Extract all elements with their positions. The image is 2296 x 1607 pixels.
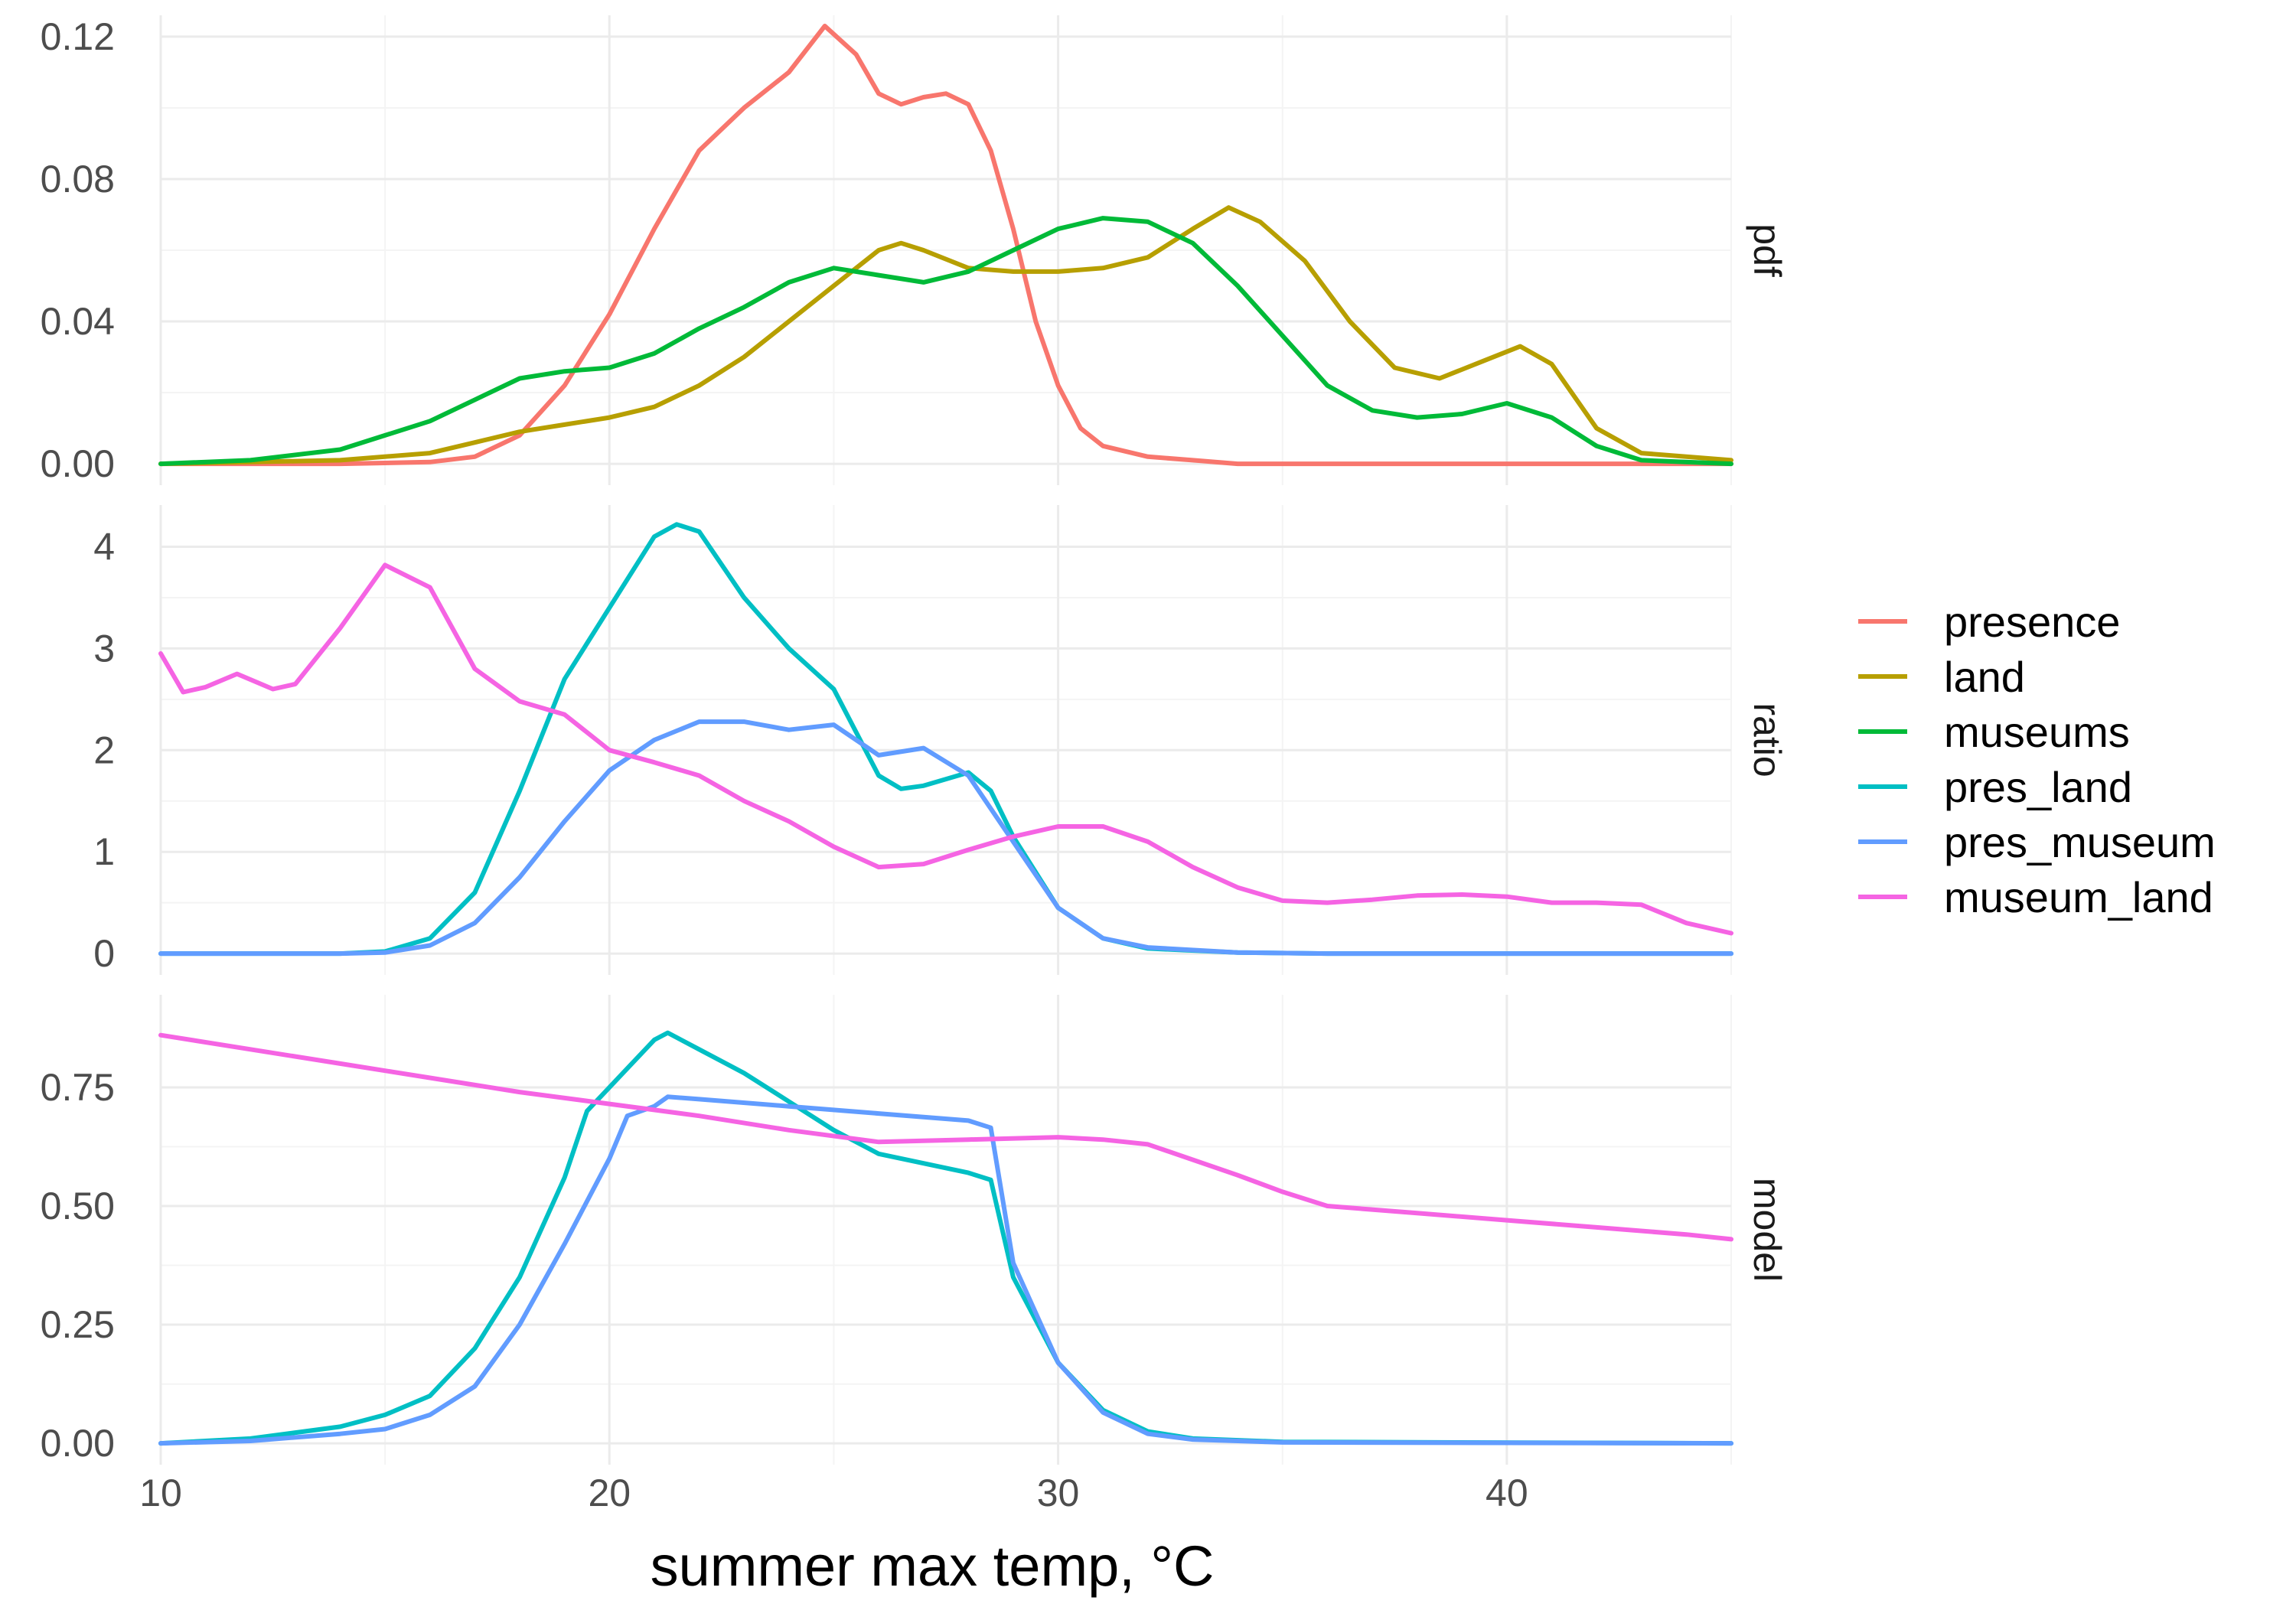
chart-panels: 0.00 0.04 0.08 0.12 pdf 0 1 2 3 4 ratio 0.00 0.25 0.5… — [41, 15, 1789, 1465]
series-line-museum-land — [158, 1032, 1733, 1242]
y-tick-label: 0.08 — [41, 158, 115, 200]
series-line-pres-museum — [158, 1094, 1733, 1446]
facet-strip-label: pdf — [1746, 223, 1789, 277]
y-tick-label: 1 — [93, 830, 115, 873]
y-tick-label: 0.75 — [41, 1066, 115, 1109]
series-line-pres-land — [158, 1030, 1733, 1446]
y-tick-label: 0.04 — [41, 300, 115, 343]
legend-label: land — [1944, 653, 2025, 701]
facet-strip-label: ratio — [1746, 702, 1789, 777]
series-line-pres-museum — [158, 719, 1733, 957]
legend-label: museum_land — [1944, 873, 2213, 921]
series-line-museums — [158, 216, 1733, 467]
y-tick-label: 3 — [93, 627, 115, 670]
y-tick-label: 0.12 — [41, 15, 115, 58]
x-axis: 10 20 30 40 — [139, 1472, 1528, 1514]
legend-label: pres_museum — [1944, 818, 2216, 866]
legend: presence land museums pres_land pres_museumm… — [1858, 598, 2216, 921]
y-tick-label: 0.00 — [41, 442, 115, 485]
legend-label: museums — [1944, 708, 2130, 756]
x-axis-title: summer max temp, °C — [651, 1534, 1215, 1598]
series-line-presence — [158, 24, 1733, 467]
x-tick-label: 10 — [139, 1472, 182, 1514]
y-tick-label: 2 — [93, 729, 115, 771]
series-line-museum-land — [158, 562, 1733, 936]
legend-label: pres_land — [1944, 763, 2132, 811]
series-line-land — [158, 205, 1733, 467]
panel-ratio: 0 1 2 3 4 ratio — [93, 505, 1789, 975]
panel-model: 0.00 0.25 0.50 0.75 model — [41, 995, 1789, 1465]
y-tick-label: 0.00 — [41, 1422, 115, 1465]
legend-label: presence — [1944, 598, 2120, 646]
x-tick-label: 20 — [588, 1472, 631, 1514]
x-tick-label: 40 — [1486, 1472, 1528, 1514]
y-tick-label: 0.50 — [41, 1185, 115, 1227]
series-line-pres-land — [158, 522, 1733, 957]
y-tick-label: 0.25 — [41, 1303, 115, 1346]
x-tick-label: 30 — [1037, 1472, 1080, 1514]
facet-strip-label: model — [1746, 1178, 1789, 1282]
y-tick-label: 0 — [93, 932, 115, 975]
y-tick-label: 4 — [93, 525, 115, 568]
panel-pdf: 0.00 0.04 0.08 0.12 pdf — [41, 15, 1789, 485]
